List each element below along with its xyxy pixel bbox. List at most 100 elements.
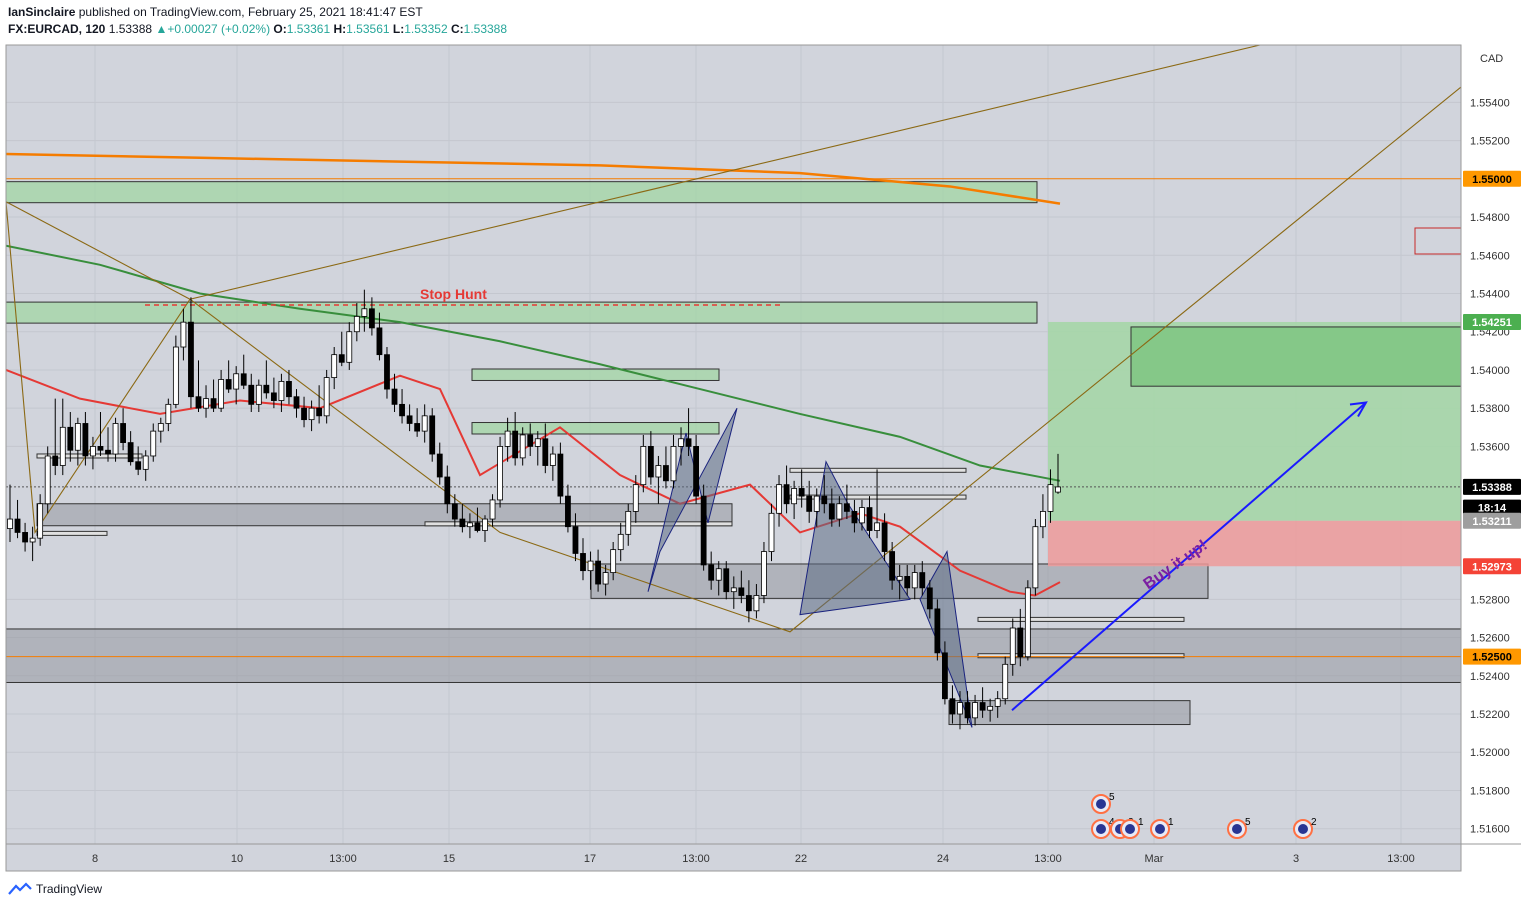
candle-body bbox=[768, 512, 775, 552]
author-name[interactable]: IanSinclaire bbox=[8, 5, 76, 19]
small-zone bbox=[471, 422, 720, 435]
candle-body bbox=[240, 373, 247, 386]
candle-body bbox=[542, 438, 549, 466]
level-bar bbox=[977, 653, 1185, 659]
candle-body bbox=[225, 379, 232, 390]
price-labels: 1.55000 1.54251 1.53388 18:141.53211 1.52973… bbox=[1463, 170, 1521, 665]
stop-zone bbox=[1048, 520, 1461, 567]
time-tick-label: 24 bbox=[937, 853, 949, 865]
candle-body bbox=[421, 415, 428, 432]
event-badge-count: 5 bbox=[1109, 792, 1115, 803]
candle-body bbox=[1017, 627, 1024, 658]
price-axis[interactable]: 1.55400 1.55200 1.54800 1.54600 1.54400 1.542… bbox=[1470, 97, 1510, 835]
candle-body bbox=[979, 702, 986, 711]
candle-body bbox=[22, 532, 28, 543]
candle-body bbox=[685, 438, 692, 447]
candle-body bbox=[172, 346, 179, 405]
time-tick-label: 10 bbox=[231, 853, 243, 865]
candle-body bbox=[994, 698, 1001, 707]
ema-orange bbox=[6, 152, 1061, 205]
candle-body bbox=[881, 522, 888, 552]
candle-body bbox=[301, 407, 307, 421]
footer-brand[interactable]: TradingView bbox=[36, 882, 103, 896]
level-bar bbox=[789, 467, 967, 473]
candle-body bbox=[625, 511, 632, 535]
candle-body bbox=[821, 495, 828, 505]
candle-body bbox=[512, 430, 519, 459]
candle-body bbox=[806, 495, 813, 512]
small-zone bbox=[471, 368, 720, 381]
candle-body bbox=[519, 434, 526, 459]
candle-body bbox=[828, 503, 835, 520]
published-text: published on TradingView.com, February 2… bbox=[78, 5, 423, 19]
price-tick-label: 1.52000 bbox=[1470, 747, 1510, 759]
candle-body bbox=[157, 423, 164, 432]
candle-body bbox=[700, 495, 707, 566]
event-badge-count: 1 bbox=[1168, 817, 1174, 828]
candle-body bbox=[632, 484, 639, 512]
candle-body bbox=[934, 608, 941, 654]
price-label-text: 1.54251 bbox=[1472, 317, 1512, 329]
tradingview-logo-icon[interactable] bbox=[8, 882, 32, 896]
price-label-text: 1.53388 bbox=[1472, 482, 1512, 494]
ema-green bbox=[6, 244, 1061, 482]
price-label-box bbox=[1463, 313, 1521, 330]
candle-body bbox=[783, 484, 790, 505]
low-value: 1.53352 bbox=[404, 22, 448, 36]
symbol[interactable]: FX:EURCAD, 120 bbox=[8, 22, 106, 36]
candle-body bbox=[316, 407, 323, 417]
candle-body bbox=[482, 518, 488, 531]
time-axis[interactable]: 8 10 13:00 15 17 13:00 22 24 13:00 Mar 3 13:00 bbox=[92, 853, 1415, 865]
candle-body bbox=[384, 354, 390, 390]
candle-body bbox=[497, 446, 503, 501]
candles bbox=[7, 289, 1061, 730]
candle-body bbox=[926, 587, 933, 610]
candle-body bbox=[467, 522, 473, 528]
trend-line bbox=[6, 201, 191, 300]
candle-body bbox=[7, 518, 13, 530]
candle-body bbox=[180, 321, 187, 348]
time-tick-label: 13:00 bbox=[1034, 853, 1062, 865]
candle-body bbox=[889, 551, 896, 581]
price-tick-label: 1.51600 bbox=[1470, 824, 1510, 836]
open-value: 1.53361 bbox=[286, 22, 331, 36]
candle-body bbox=[368, 308, 375, 329]
candle-body bbox=[1047, 484, 1054, 512]
candle-body bbox=[67, 426, 74, 451]
demand-zone bbox=[6, 628, 1461, 683]
candle-body bbox=[414, 423, 421, 432]
candle-body bbox=[451, 503, 458, 520]
candle-body bbox=[972, 702, 978, 719]
time-tick-label: 22 bbox=[795, 853, 807, 865]
candle-body bbox=[957, 702, 963, 715]
price-tick-label: 1.54000 bbox=[1470, 365, 1510, 377]
event-badge-count: 4 bbox=[1109, 817, 1115, 828]
candle-body bbox=[534, 438, 541, 447]
trend-line bbox=[6, 45, 1261, 535]
time-tick-label: 13:00 bbox=[1387, 853, 1415, 865]
candle-body bbox=[874, 522, 880, 531]
price-tick-label: 1.52400 bbox=[1470, 671, 1510, 683]
candle-body bbox=[640, 446, 647, 486]
candle-body bbox=[708, 564, 715, 581]
candle-body bbox=[911, 572, 918, 589]
price-label-box bbox=[1463, 170, 1521, 187]
candle-body bbox=[987, 705, 994, 711]
candle-body bbox=[97, 446, 104, 451]
candle-body bbox=[753, 595, 760, 612]
tp-zone bbox=[1130, 326, 1461, 387]
candle-body bbox=[165, 403, 172, 424]
candle-body bbox=[813, 495, 820, 512]
price-tick-label: 1.53600 bbox=[1470, 441, 1510, 453]
mid-zone bbox=[36, 503, 733, 527]
candle-body bbox=[203, 398, 209, 409]
candle-body bbox=[647, 446, 654, 478]
symbol-line: FX:EURCAD, 120 1.53388 ▲+0.00027 (+0.02%… bbox=[8, 22, 507, 36]
footer: TradingView bbox=[8, 882, 102, 896]
time-tick-label: 8 bbox=[92, 853, 98, 865]
buy-arrow bbox=[1011, 401, 1367, 711]
event-badges[interactable]: 5421152 bbox=[1091, 792, 1317, 839]
candle-body bbox=[776, 484, 782, 514]
candle-body bbox=[37, 503, 44, 539]
